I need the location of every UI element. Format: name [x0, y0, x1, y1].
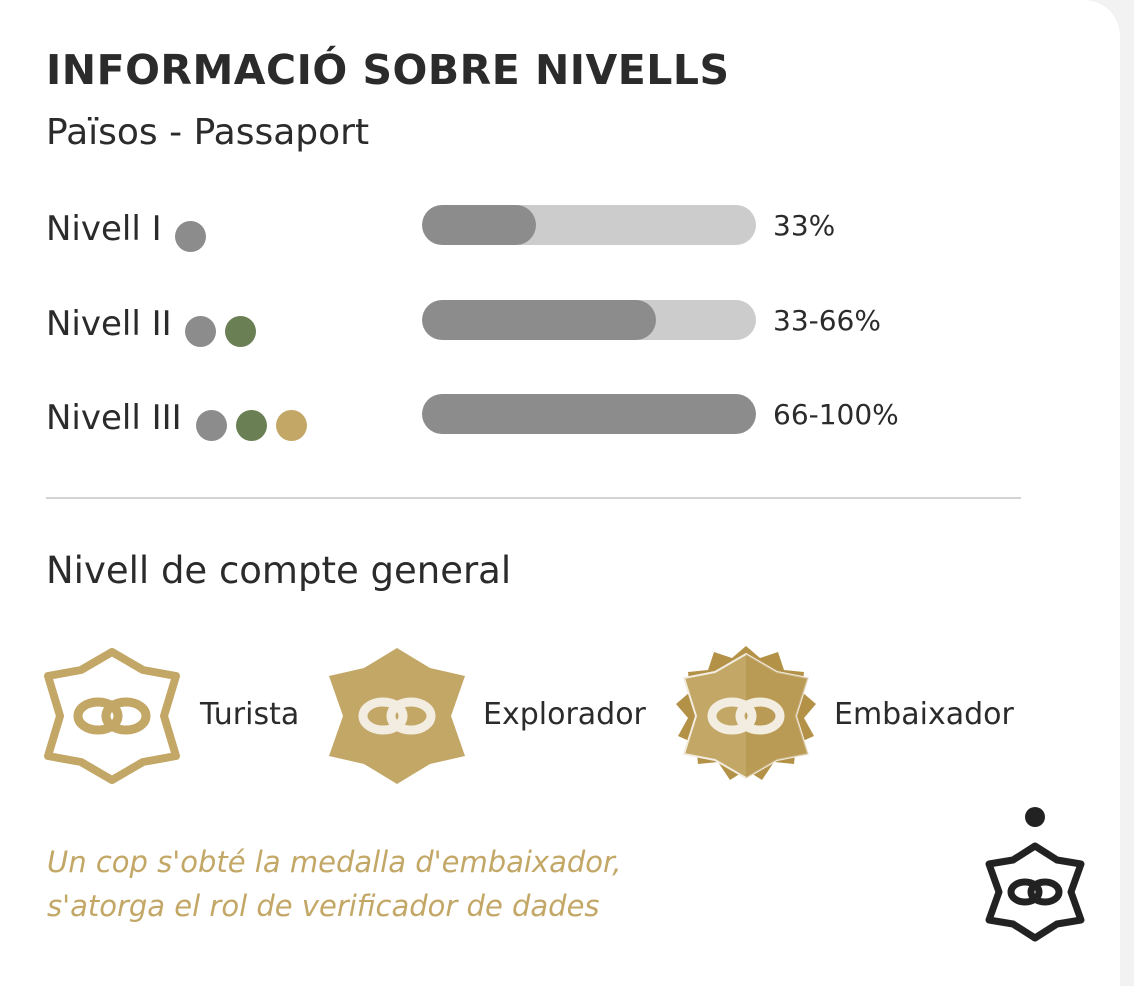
level-dot-green [225, 316, 256, 347]
level-label: Nivell III [46, 398, 182, 438]
level-row-1: Nivell I 33% [0, 205, 1000, 255]
level-row-2: Nivell II 33-66% [0, 300, 1000, 350]
ornate-gold-medal-icon [676, 646, 816, 780]
badge-label-explorador: Explorador [483, 697, 646, 732]
level-dot-gold [276, 410, 307, 441]
level-progress-track [422, 205, 756, 245]
level-dot-gray [185, 316, 216, 347]
level-progress-fill [422, 205, 536, 245]
ambassador-note: Un cop s'obté la medalla d'embaixador, s… [47, 840, 622, 928]
badge-label-embaixador: Embaixador [834, 697, 1014, 732]
level-dot-gray [196, 410, 227, 441]
level-percent: 33-66% [773, 304, 881, 337]
page-title: INFORMACIÓ SOBRE NIVELLS [46, 46, 730, 94]
level-percent: 33% [773, 209, 836, 242]
level-progress-fill [422, 394, 756, 434]
level-progress-track [422, 394, 756, 434]
level-progress-track [422, 300, 756, 340]
black-medal-icon[interactable] [985, 806, 1085, 942]
level-row-3: Nivell III 66-100% [0, 394, 1000, 444]
level-label: Nivell II [46, 304, 172, 344]
badge-label-turista: Turista [200, 697, 300, 732]
note-line-2: s'atorga el rol de verificador de dades [47, 889, 600, 923]
filled-gold-medal-icon [329, 648, 465, 784]
level-dot-gray [175, 221, 206, 252]
level-percent: 66-100% [773, 398, 899, 431]
level-progress-fill [422, 300, 656, 340]
level-dot-green [236, 410, 267, 441]
note-line-1: Un cop s'obté la medalla d'embaixador, [47, 845, 622, 879]
outline-gold-medal-icon [44, 648, 180, 784]
level-label: Nivell I [46, 209, 162, 249]
section-divider [46, 497, 1021, 499]
page-subtitle: Països - Passaport [46, 112, 370, 153]
account-level-title: Nivell de compte general [46, 549, 512, 592]
